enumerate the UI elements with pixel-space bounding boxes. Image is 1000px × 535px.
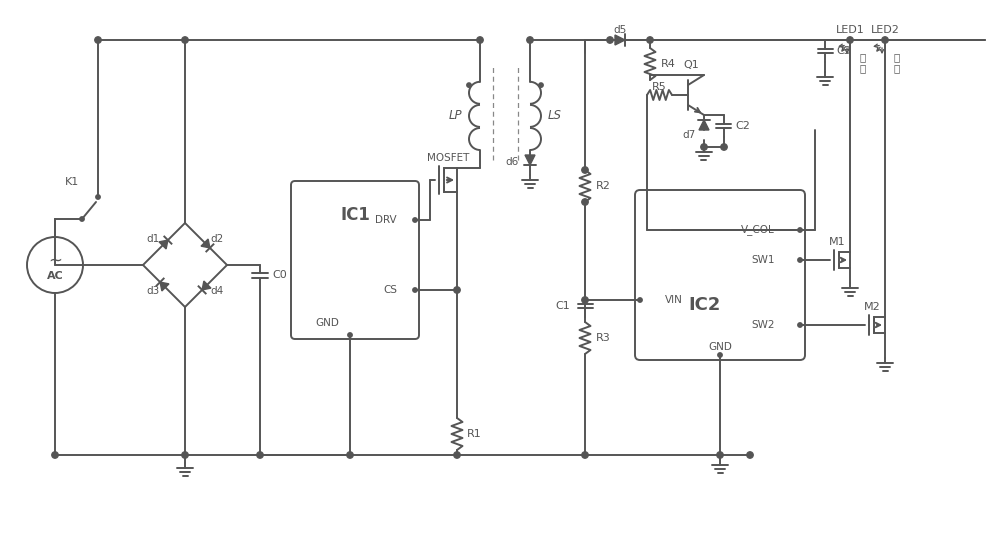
Text: d1: d1 bbox=[146, 234, 160, 244]
Circle shape bbox=[847, 37, 853, 43]
Text: IC2: IC2 bbox=[689, 296, 721, 314]
Text: 暖
光: 暖 光 bbox=[894, 52, 900, 74]
Circle shape bbox=[717, 452, 723, 458]
Circle shape bbox=[182, 452, 188, 458]
Text: R2: R2 bbox=[596, 181, 611, 191]
Text: d5: d5 bbox=[613, 25, 627, 35]
Circle shape bbox=[647, 37, 653, 43]
Polygon shape bbox=[202, 281, 211, 290]
Text: LP: LP bbox=[448, 109, 462, 122]
Text: R3: R3 bbox=[596, 333, 611, 343]
Polygon shape bbox=[201, 239, 210, 248]
Text: C3: C3 bbox=[836, 46, 851, 56]
Text: SW1: SW1 bbox=[752, 255, 775, 265]
Circle shape bbox=[607, 37, 613, 43]
Circle shape bbox=[798, 323, 802, 327]
Text: R4: R4 bbox=[661, 59, 676, 69]
Circle shape bbox=[721, 144, 727, 150]
Circle shape bbox=[257, 452, 263, 458]
Circle shape bbox=[798, 258, 802, 262]
Circle shape bbox=[454, 452, 460, 458]
Circle shape bbox=[539, 83, 543, 87]
Text: MOSFET: MOSFET bbox=[427, 153, 469, 163]
Text: d4: d4 bbox=[210, 286, 224, 296]
Text: 冷
光: 冷 光 bbox=[859, 52, 865, 74]
Text: K1: K1 bbox=[65, 177, 79, 187]
Circle shape bbox=[467, 83, 471, 87]
Text: M1: M1 bbox=[829, 237, 845, 247]
Circle shape bbox=[798, 228, 802, 232]
Text: CS: CS bbox=[383, 285, 397, 295]
Circle shape bbox=[477, 37, 483, 43]
Polygon shape bbox=[160, 282, 169, 291]
Circle shape bbox=[95, 37, 101, 43]
Circle shape bbox=[413, 288, 417, 292]
Circle shape bbox=[413, 218, 417, 222]
Text: R5: R5 bbox=[652, 81, 667, 91]
Text: AC: AC bbox=[47, 271, 63, 281]
Text: ~: ~ bbox=[48, 252, 62, 270]
Text: C2: C2 bbox=[735, 121, 750, 131]
Polygon shape bbox=[699, 120, 709, 130]
Circle shape bbox=[454, 287, 460, 293]
Text: R1: R1 bbox=[467, 429, 482, 439]
Text: IC1: IC1 bbox=[340, 206, 370, 224]
Text: LED1: LED1 bbox=[836, 25, 864, 35]
Circle shape bbox=[347, 452, 353, 458]
Circle shape bbox=[348, 333, 352, 337]
Circle shape bbox=[582, 297, 588, 303]
Circle shape bbox=[182, 37, 188, 43]
Text: GND: GND bbox=[708, 342, 732, 352]
Circle shape bbox=[718, 353, 722, 357]
Circle shape bbox=[582, 199, 588, 205]
Text: d6: d6 bbox=[505, 157, 519, 167]
Text: M2: M2 bbox=[864, 302, 880, 312]
Text: GND: GND bbox=[315, 318, 339, 328]
Text: d2: d2 bbox=[210, 234, 224, 244]
Circle shape bbox=[582, 167, 588, 173]
Text: SW2: SW2 bbox=[752, 320, 775, 330]
Text: LS: LS bbox=[548, 109, 562, 122]
Text: d7: d7 bbox=[682, 130, 696, 140]
Circle shape bbox=[747, 452, 753, 458]
Text: C0: C0 bbox=[272, 270, 287, 280]
Circle shape bbox=[582, 452, 588, 458]
Text: Q1: Q1 bbox=[683, 60, 699, 70]
Polygon shape bbox=[615, 35, 625, 45]
Text: VIN: VIN bbox=[665, 295, 683, 305]
Polygon shape bbox=[159, 240, 168, 249]
Text: d3: d3 bbox=[146, 286, 160, 296]
Circle shape bbox=[882, 37, 888, 43]
Circle shape bbox=[52, 452, 58, 458]
Text: C1: C1 bbox=[555, 301, 570, 311]
Circle shape bbox=[701, 144, 707, 150]
Text: DRV: DRV bbox=[375, 215, 397, 225]
Circle shape bbox=[96, 195, 100, 199]
Circle shape bbox=[80, 217, 84, 221]
Text: LED2: LED2 bbox=[871, 25, 899, 35]
Circle shape bbox=[638, 298, 642, 302]
Text: V_COL: V_COL bbox=[741, 225, 775, 235]
Polygon shape bbox=[525, 155, 535, 165]
Circle shape bbox=[527, 37, 533, 43]
